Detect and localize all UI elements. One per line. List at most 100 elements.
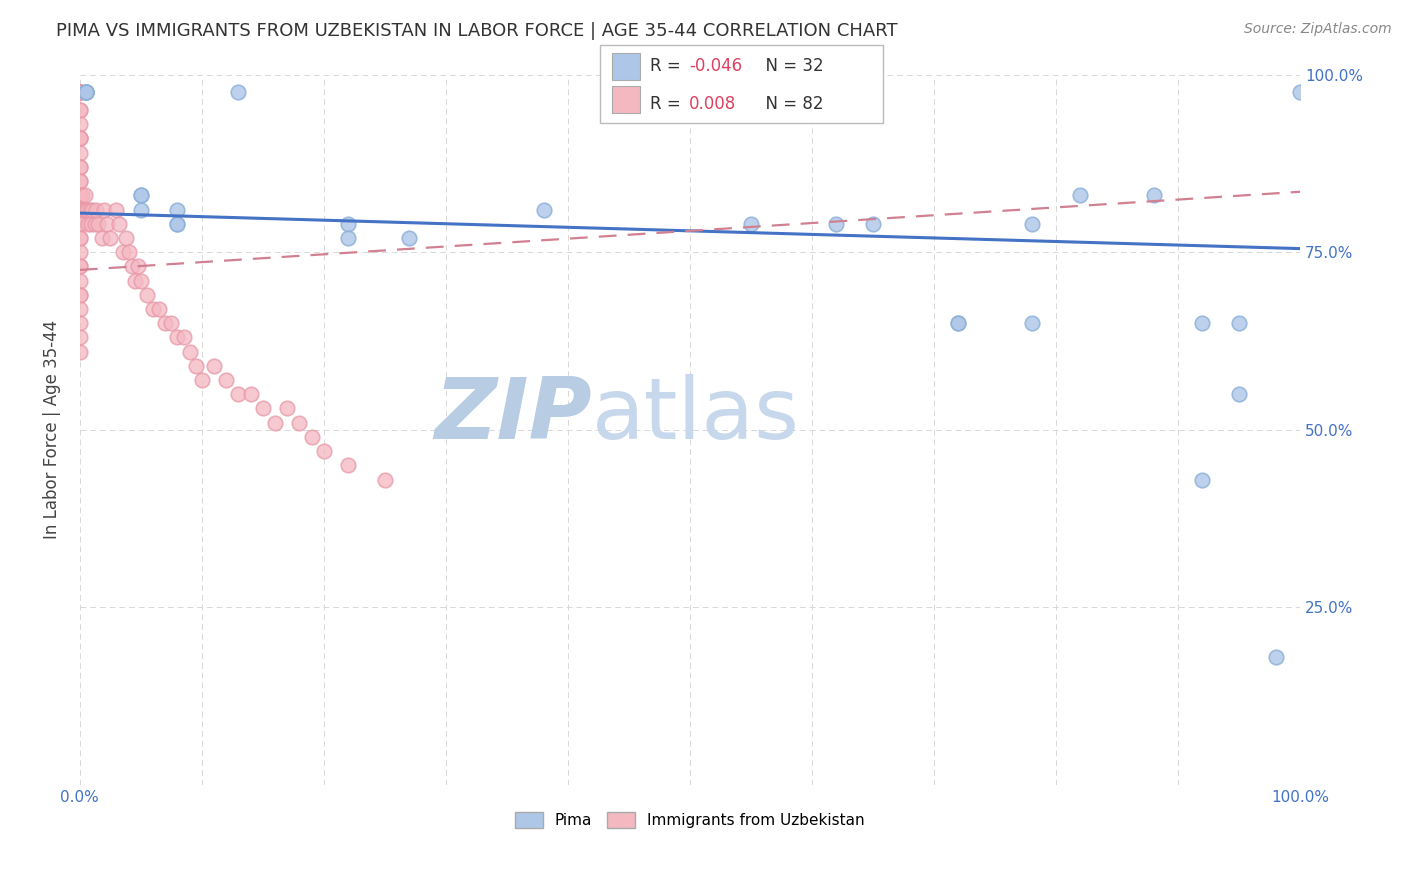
Point — [69, 217, 91, 231]
Point — [239, 387, 262, 401]
Point — [69, 85, 91, 99]
Point — [1289, 85, 1312, 99]
Point — [1021, 316, 1043, 330]
Text: 0.008: 0.008 — [689, 95, 737, 112]
Point — [301, 430, 323, 444]
Point — [75, 85, 97, 99]
Point — [337, 458, 360, 473]
Point — [77, 217, 100, 231]
Point — [100, 231, 122, 245]
Point — [69, 85, 91, 99]
Point — [121, 260, 143, 274]
Point — [184, 359, 207, 373]
Point — [73, 188, 96, 202]
Point — [215, 373, 238, 387]
Point — [69, 174, 91, 188]
Point — [75, 85, 97, 99]
Point — [69, 103, 91, 117]
Point — [129, 202, 152, 217]
Legend: Pima, Immigrants from Uzbekistan: Pima, Immigrants from Uzbekistan — [509, 806, 870, 834]
Point — [69, 202, 91, 217]
Point — [1191, 316, 1213, 330]
Point — [142, 301, 165, 316]
Point — [948, 316, 970, 330]
Point — [160, 316, 183, 330]
Point — [136, 287, 159, 301]
Point — [69, 231, 91, 245]
Point — [80, 202, 103, 217]
Point — [312, 444, 335, 458]
Point — [1264, 650, 1286, 665]
Point — [166, 202, 188, 217]
Point — [264, 416, 287, 430]
Text: R =: R = — [650, 95, 690, 112]
Point — [83, 217, 105, 231]
Point — [69, 117, 91, 131]
Point — [69, 85, 91, 99]
Point — [148, 301, 170, 316]
Point — [69, 217, 91, 231]
Text: PIMA VS IMMIGRANTS FROM UZBEKISTAN IN LABOR FORCE | AGE 35-44 CORRELATION CHART: PIMA VS IMMIGRANTS FROM UZBEKISTAN IN LA… — [56, 22, 898, 40]
Point — [228, 85, 250, 99]
Point — [252, 401, 274, 416]
Point — [84, 202, 107, 217]
Point — [124, 274, 146, 288]
Point — [69, 260, 91, 274]
Point — [69, 131, 91, 145]
Point — [166, 330, 188, 344]
Point — [337, 217, 360, 231]
Point — [173, 330, 195, 344]
Point — [191, 373, 214, 387]
Point — [533, 202, 555, 217]
Text: atlas: atlas — [592, 374, 800, 457]
Point — [1142, 188, 1164, 202]
Point — [740, 217, 762, 231]
Point — [228, 387, 250, 401]
Point — [105, 202, 128, 217]
Point — [155, 316, 177, 330]
Point — [69, 301, 91, 316]
Point — [129, 274, 152, 288]
Point — [69, 231, 91, 245]
Text: Source: ZipAtlas.com: Source: ZipAtlas.com — [1244, 22, 1392, 37]
Point — [69, 85, 91, 99]
Y-axis label: In Labor Force | Age 35-44: In Labor Force | Age 35-44 — [44, 320, 60, 540]
Point — [111, 245, 134, 260]
Point — [1021, 217, 1043, 231]
Point — [69, 131, 91, 145]
Point — [69, 287, 91, 301]
Point — [129, 188, 152, 202]
Point — [79, 202, 101, 217]
Point — [69, 85, 91, 99]
Point — [87, 217, 110, 231]
Point — [72, 188, 94, 202]
Point — [166, 217, 188, 231]
Point — [72, 202, 94, 217]
Point — [69, 174, 91, 188]
Point — [948, 316, 970, 330]
Point — [96, 217, 118, 231]
Point — [398, 231, 420, 245]
Point — [69, 188, 91, 202]
Point — [69, 85, 91, 99]
Point — [129, 188, 152, 202]
Point — [276, 401, 298, 416]
Point — [69, 344, 91, 359]
Point — [69, 103, 91, 117]
Point — [202, 359, 225, 373]
Point — [69, 160, 91, 174]
Point — [80, 217, 103, 231]
Text: N = 32: N = 32 — [755, 57, 824, 75]
Point — [69, 160, 91, 174]
Point — [75, 202, 97, 217]
Point — [69, 316, 91, 330]
Point — [1069, 188, 1091, 202]
Point — [76, 202, 98, 217]
Point — [75, 85, 97, 99]
Point — [825, 217, 848, 231]
Point — [127, 260, 149, 274]
Point — [862, 217, 884, 231]
Point — [75, 85, 97, 99]
Text: -0.046: -0.046 — [689, 57, 742, 75]
Point — [69, 245, 91, 260]
